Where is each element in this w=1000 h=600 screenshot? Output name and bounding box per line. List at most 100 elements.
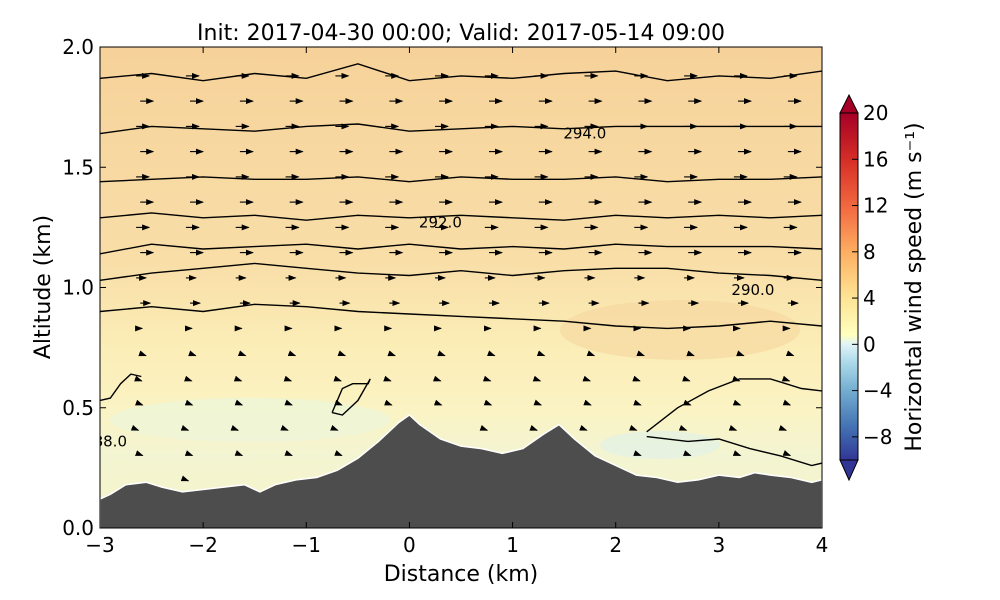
theta-contour-line [100, 176, 822, 183]
wind-vector [586, 350, 596, 357]
y-axis: 0.0 0.5 1.0 1.5 2.0 [62, 35, 822, 540]
wind-vector [633, 399, 642, 406]
wind-vector [233, 375, 243, 382]
wind-vector [628, 424, 638, 431]
wind-vector [682, 450, 692, 457]
weak-wind-patch [600, 431, 720, 459]
colorbar-tick-label: −8 [863, 425, 892, 449]
x-tick-label: 2 [609, 533, 622, 557]
wind-vector [432, 375, 442, 382]
wind-vector [134, 399, 144, 406]
y-tick-label: 0.0 [62, 516, 94, 540]
colorbar-tick-label: 8 [863, 240, 876, 264]
wind-vector [533, 399, 543, 406]
theta-contour-line [100, 303, 822, 330]
theta-contour-line [100, 243, 822, 255]
colorbar-tick-label: −4 [863, 379, 892, 403]
contour-label: 88.0 [94, 432, 127, 450]
x-tick-label: 0 [403, 533, 416, 557]
wind-vector [682, 375, 691, 382]
plot-area: 294.0 292.0 290.0 88.0 [94, 47, 822, 528]
wind-vector [682, 399, 692, 406]
wind-vector [384, 399, 393, 406]
terrain [100, 414, 822, 528]
x-axis: −3 −2 −1 0 1 2 3 4 [85, 47, 828, 557]
x-axis-label: Distance (km) [384, 562, 539, 587]
wind-vector [138, 350, 147, 357]
wind-vector [686, 350, 695, 357]
wind-vector [433, 399, 443, 406]
x-tick-label: −2 [188, 533, 217, 557]
theta-contour-line [100, 212, 822, 221]
wind-vector [184, 399, 194, 406]
wind-vector [237, 350, 247, 357]
wind-vector [330, 424, 339, 431]
colorbar-label: Horizontal wind speed (m s⁻¹) [902, 122, 927, 451]
wind-vector [283, 375, 293, 382]
wind-vector [287, 350, 297, 357]
wind-vector [632, 375, 641, 382]
theta-contour-line [100, 63, 822, 82]
colorbar-extend-min [839, 459, 859, 482]
wind-vector [180, 475, 190, 482]
wind-vector [778, 425, 788, 431]
y-axis-label: Altitude (km) [31, 215, 56, 359]
colorbar-extend-max [839, 93, 859, 114]
wind-vector [387, 350, 396, 357]
wind-vector [234, 399, 244, 406]
colorbar-tick-label: 12 [863, 194, 888, 218]
wind-vector [736, 350, 745, 357]
colorbar-body [839, 112, 859, 461]
wind-vector [337, 350, 347, 357]
wind-vector [234, 450, 244, 457]
theta-contour-line [646, 435, 822, 467]
wind-vector [479, 425, 489, 431]
x-tick-label: 3 [712, 533, 725, 557]
wind-vector [532, 375, 542, 382]
colorbar-tick-label: 0 [863, 332, 876, 356]
theta-contour-line [100, 373, 142, 402]
wind-vector [579, 424, 588, 431]
wind-vector [529, 425, 538, 431]
wind-vector [383, 375, 392, 382]
x-tick-label: −1 [292, 533, 321, 557]
theta-contour-line [100, 262, 822, 281]
wind-vector [280, 424, 289, 431]
wind-vector [188, 350, 197, 357]
theta-contour-line [331, 378, 371, 416]
contour-label: 292.0 [419, 214, 462, 232]
chart-title: Init: 2017-04-30 00:00; Valid: 2017-05-1… [197, 21, 725, 46]
wind-vectors [130, 72, 802, 482]
colorbar-tick-label: 20 [863, 101, 888, 125]
colorbar-tick-label: 16 [863, 147, 888, 171]
contour-labels: 294.0 292.0 290.0 88.0 [94, 125, 774, 451]
contour-label: 294.0 [563, 125, 606, 143]
wind-vector [134, 450, 144, 457]
stronger-wind-patch [560, 300, 800, 360]
wind-vector [781, 375, 791, 382]
colorbar-tick-label: 4 [863, 286, 876, 310]
wind-vector [284, 399, 293, 406]
wind-vector [486, 350, 496, 357]
wind-vector [636, 350, 645, 357]
contour-label: 290.0 [731, 281, 774, 299]
wind-vector [633, 450, 642, 457]
x-tick-label: −3 [85, 533, 114, 557]
wind-vector [180, 425, 190, 431]
x-tick-label: 1 [506, 533, 519, 557]
wind-vector [728, 425, 738, 431]
y-tick-label: 2.0 [62, 35, 94, 59]
wind-vector [334, 399, 343, 406]
wind-vector [782, 450, 792, 457]
theta-contour-line [100, 123, 822, 135]
weak-wind-patch [110, 398, 390, 442]
wind-vector [583, 399, 592, 406]
wind-vector [134, 375, 143, 382]
wind-vector [333, 375, 342, 382]
wind-vector [483, 399, 493, 406]
x-tick-label: 4 [816, 533, 829, 557]
wind-vector [184, 375, 193, 382]
wind-vector [782, 399, 792, 406]
wind-vector [230, 425, 240, 431]
